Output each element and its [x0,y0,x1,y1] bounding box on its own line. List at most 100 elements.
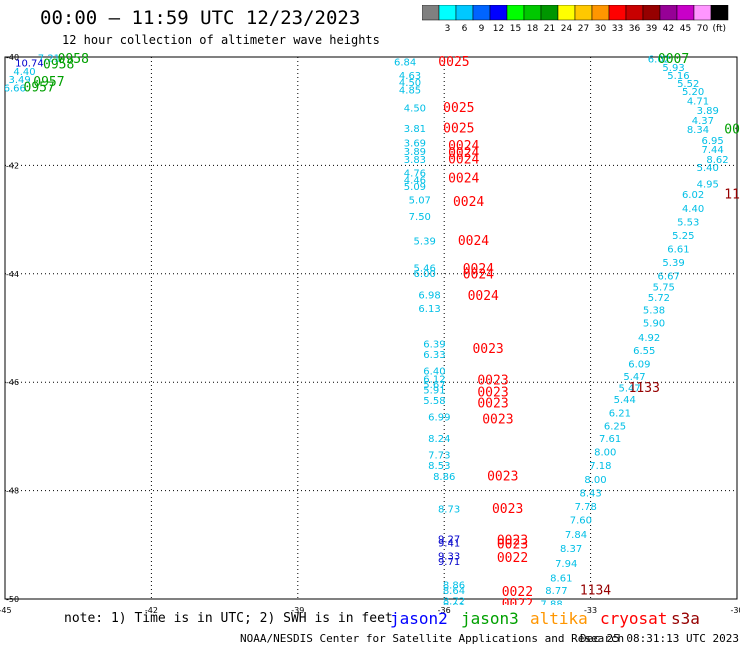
colorbar-tick-label: 9 [479,24,485,34]
pass-time-label: 0023 [477,386,508,401]
pass-time-label: 0024 [448,152,479,167]
colorbar-tick-label: 18 [527,24,539,34]
wave-height-label: 6.09 [628,359,650,370]
colorbar-tick-label: 39 [646,24,658,34]
y-tick-label: -44 [6,270,19,279]
pass-time-label: 0023 [497,537,528,552]
wave-height-label: 8.43 [579,488,601,499]
pass-time-label: 00 [724,123,740,138]
colorbar-tick-label: 33 [612,24,623,34]
wave-height-label: 4.71 [687,96,709,107]
wave-height-label: 4.46 [404,176,426,187]
wave-height-label: 7.21 [38,54,60,65]
pass-time-label: 0024 [448,171,479,186]
pass-time-label: 0025 [443,122,474,137]
pass-time-label: 0957 [33,75,64,90]
wave-height-label: 5.52 [677,79,699,90]
wave-height-label: 8.34 [687,125,709,136]
wave-height-label: 6.02 [648,55,670,66]
wave-height-label: 3.89 [404,147,426,158]
legend-altika: altika [530,609,588,628]
wave-height-label: 5.39 [414,236,436,247]
wave-height-label: 8.72 [443,597,465,608]
wave-height-label: 8.53 [428,461,450,472]
pass-time-label: 0958 [58,52,89,67]
x-tick-label: -39 [291,606,304,615]
legend-s3a: s3a [671,609,700,628]
wave-height-label: 5.72 [648,293,670,304]
pass-time-label: 0024 [448,146,479,161]
wave-height-label: 4.63 [399,71,421,82]
wave-height-label: 4.50 [404,103,426,114]
wave-height-label: 4.92 [638,333,660,344]
wave-height-label: 8.77 [545,586,567,597]
wave-height-label: 9.41 [438,539,460,550]
legend-jason3: jason3 [461,609,519,628]
y-tick-label: -42 [6,161,19,170]
colorbar-tick-label: 15 [510,24,521,34]
pass-time-label: 1134 [580,583,611,598]
wave-height-label: 6.66 [4,83,26,94]
wave-height-label: 7.60 [570,515,592,526]
legend-jason2: jason2 [390,609,448,628]
x-tick-label: -36 [438,606,451,615]
chart-title: 00:00 — 11:59 UTC 12/23/2023 [40,7,361,29]
wave-height-label: 5.46 [414,263,436,274]
wave-height-label: 5.47 [623,372,645,383]
wave-height-label: 5.58 [423,396,445,407]
label-layer: 7.2110.744.403.496.666.844.634.504.854.5… [4,52,740,613]
pass-time-label: 0024 [458,234,489,249]
wave-height-label: 6.61 [667,244,689,255]
footnote: note: 1) Time is in UTC; 2) SWH is in fe… [64,611,393,626]
wave-height-label: 8.86 [443,580,465,591]
wave-height-label: 5.07 [409,196,431,207]
wave-height-label: 5.90 [643,319,665,330]
wave-height-label: 7.84 [565,530,587,541]
colorbar-tick-label: 12 [493,24,504,34]
pass-time-label: 0024 [448,139,479,154]
pass-time-label: 0023 [477,374,508,389]
wave-height-label: 5.16 [667,71,689,82]
wave-height-label: 5.25 [672,231,694,242]
colorbar-tick-label: 27 [578,24,589,34]
wave-height-label: 4.76 [404,169,426,180]
wave-height-label: 3.81 [404,124,426,135]
wave-height-label: 8.91 [443,602,465,613]
wave-height-label: 5.93 [662,63,684,74]
wave-height-label: 6.39 [423,339,445,350]
wave-height-label: 7.18 [589,461,611,472]
pass-time-label: 0957 [24,80,55,95]
pass-time-label: 0023 [492,502,523,517]
wave-height-label: 3.83 [404,155,426,166]
wave-height-label: 9.33 [438,552,460,563]
pass-time-label: 0023 [477,396,508,411]
wave-height-label: 8.00 [594,448,616,459]
pass-time-label: 0022 [502,585,533,600]
generated-timestamp: Dec 25 08:31:13 UTC 2023 [580,632,739,645]
pass-time-label: 0023 [487,470,518,485]
colorbar-tick-label: 70 [697,24,709,34]
wave-height-label: 7.73 [428,450,450,461]
pass-time-label: 0023 [472,342,503,357]
wave-height-label: 4.40 [13,67,35,78]
pass-time-label: 0023 [497,534,528,549]
pass-time-label: 0022 [497,551,528,566]
wave-height-label: 5.40 [697,163,719,174]
wave-height-label: 6.67 [658,272,680,283]
wave-height-label: 9.27 [438,534,460,545]
wave-height-label: 6.99 [428,412,450,423]
wave-height-label: 6.02 [682,190,704,201]
pass-time-label: 0024 [468,289,499,304]
pass-time-label: 0024 [463,267,494,282]
colorbar-tick-label: 24 [561,24,573,34]
pass-time-label: 0025 [443,101,474,116]
wave-height-label: 5.75 [653,282,675,293]
pass-time-label: 0023 [482,413,513,428]
wave-height-label: 5.09 [404,182,426,193]
x-tick-label: -45 [0,606,12,615]
wave-height-label: 4.50 [399,78,421,89]
wave-height-label: 4.85 [399,86,421,97]
colorbar-tick-label: 6 [462,24,468,34]
wave-height-label: 6.95 [701,136,723,147]
wave-height-label: 7.88 [540,599,562,610]
